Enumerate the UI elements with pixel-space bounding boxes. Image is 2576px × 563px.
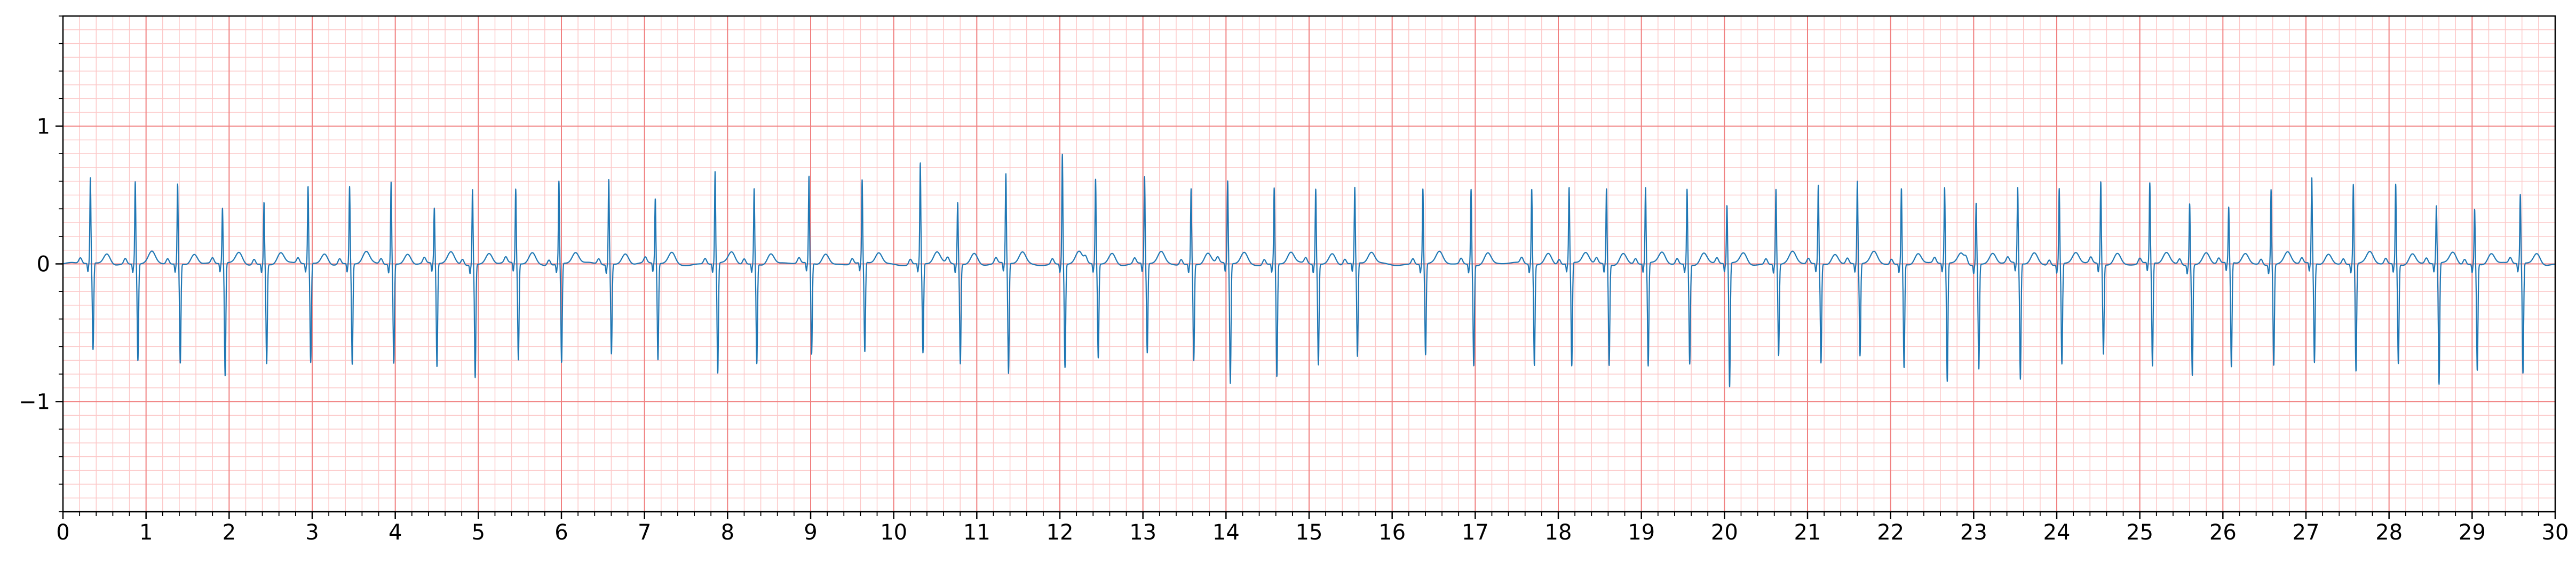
x-tick-label: 22 <box>1877 520 1904 545</box>
y-tick-label: −1 <box>19 390 50 415</box>
x-tick-label: 1 <box>139 520 153 545</box>
x-tick-label: 5 <box>472 520 485 545</box>
x-axis-ticks: 0 1 2 3 4 5 6 7 8 9 10 11 12 13 14 15 16 17 18 19 20 21 22 23 24… <box>56 512 2569 545</box>
x-tick-label: 24 <box>2043 520 2071 545</box>
x-tick-label: 8 <box>721 520 734 545</box>
x-tick-label: 20 <box>1711 520 1738 545</box>
x-tick-label: 6 <box>554 520 568 545</box>
x-tick-label: 7 <box>638 520 651 545</box>
x-tick-label: 4 <box>389 520 402 545</box>
x-tick-label: 14 <box>1212 520 1240 545</box>
x-tick-label: 18 <box>1545 520 1572 545</box>
x-tick-label: 21 <box>1794 520 1821 545</box>
x-tick-label: 11 <box>963 520 990 545</box>
x-tick-label: 23 <box>1960 520 1987 545</box>
x-tick-label: 27 <box>2293 520 2320 545</box>
x-tick-label: 29 <box>2459 520 2486 545</box>
y-tick-label: 0 <box>37 252 50 277</box>
x-tick-label: 12 <box>1047 520 1074 545</box>
x-tick-label: 10 <box>880 520 907 545</box>
x-tick-label: 15 <box>1296 520 1323 545</box>
x-tick-label: 16 <box>1378 520 1406 545</box>
x-tick-label: 2 <box>223 520 236 545</box>
y-axis-ticks: −1 0 1 <box>19 15 63 512</box>
x-tick-label: 0 <box>56 520 69 545</box>
x-tick-label: 3 <box>305 520 319 545</box>
x-tick-label: 26 <box>2209 520 2237 545</box>
x-tick-label: 19 <box>1628 520 1655 545</box>
x-tick-label: 25 <box>2126 520 2153 545</box>
x-tick-label: 17 <box>1462 520 1489 545</box>
x-tick-label: 13 <box>1129 520 1156 545</box>
y-tick-label: 1 <box>37 114 50 139</box>
ecg-signal-line <box>62 153 2556 387</box>
x-tick-label: 28 <box>2375 520 2403 545</box>
x-tick-label: 9 <box>804 520 817 545</box>
x-tick-label: 30 <box>2542 520 2569 545</box>
